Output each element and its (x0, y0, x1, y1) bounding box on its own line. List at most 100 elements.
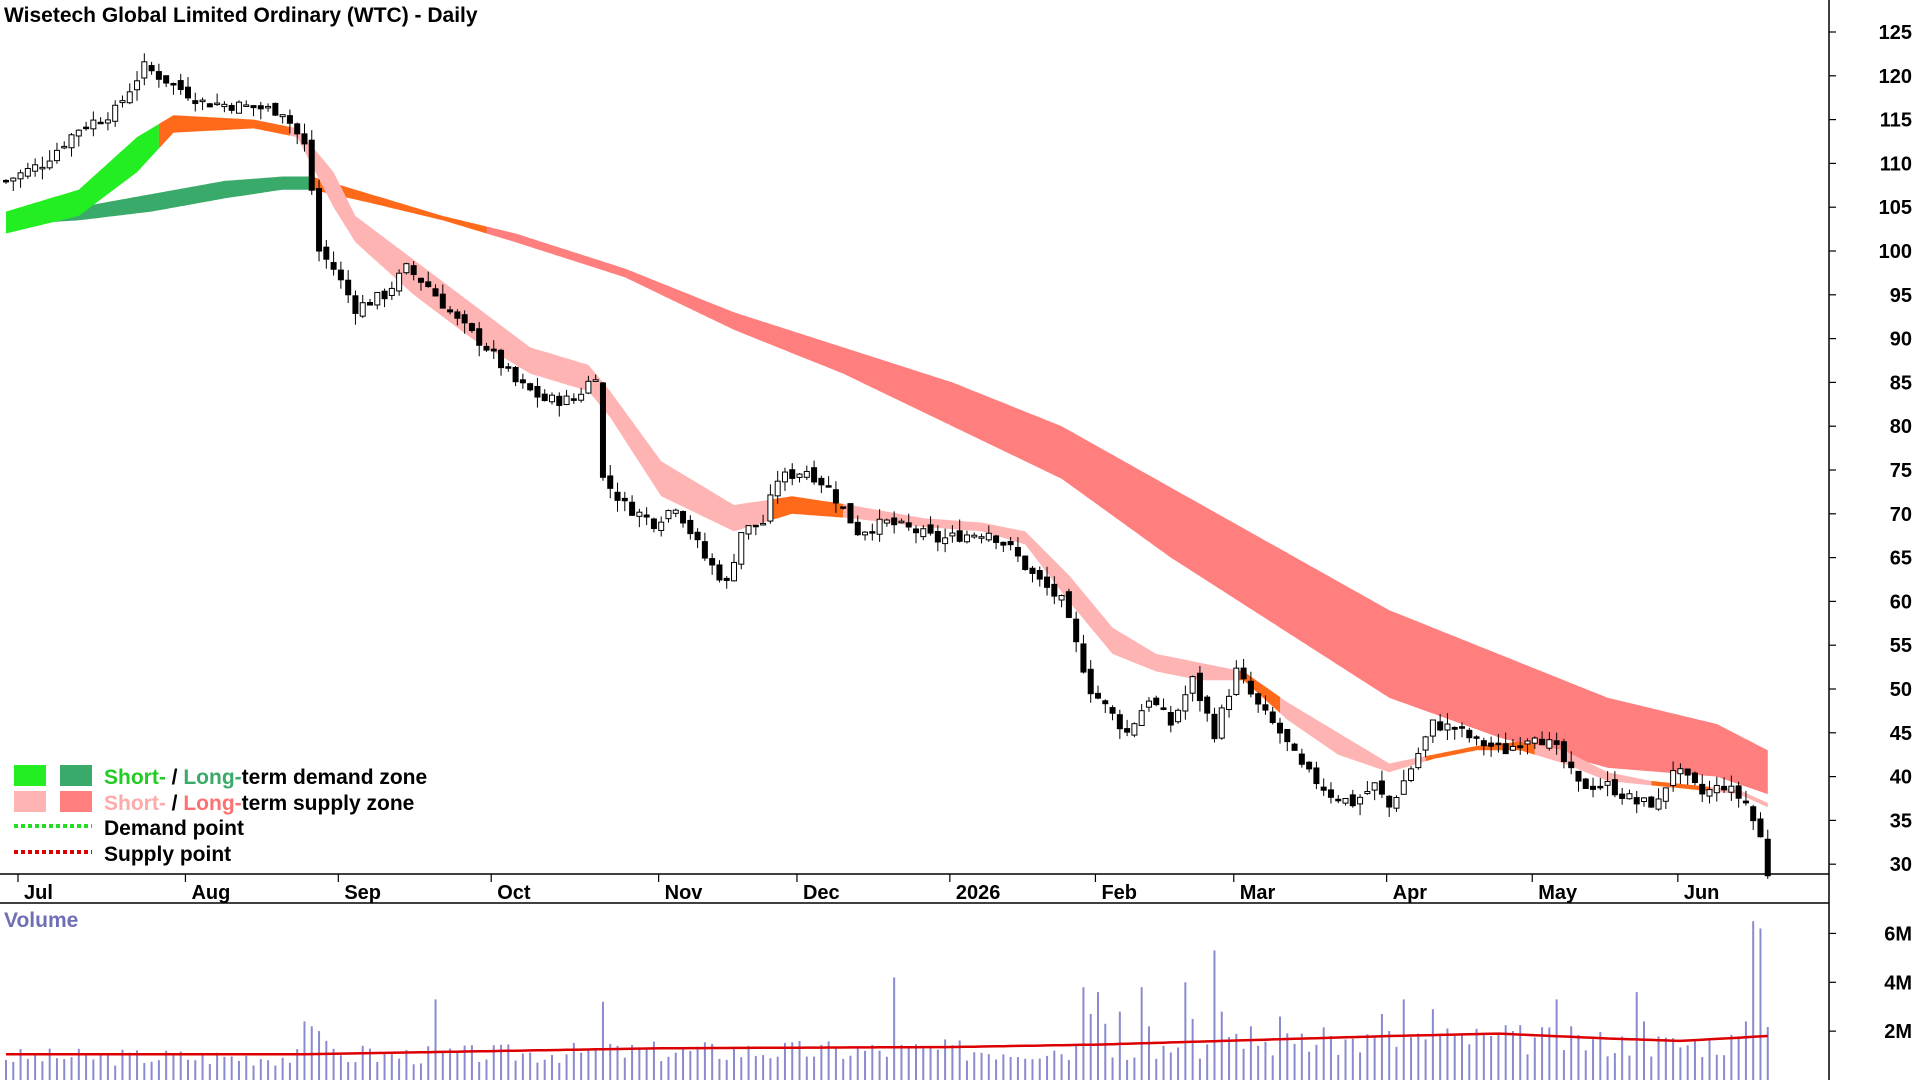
price-tick-label: 105 (1879, 197, 1912, 219)
candle-body (934, 531, 941, 543)
candle-body (905, 522, 912, 528)
volume-axis-ticks: 6M 4M 2M (1829, 923, 1912, 1043)
candle-body (1335, 798, 1342, 802)
candle-body (592, 379, 599, 382)
date-tick-label: Sep (344, 882, 381, 904)
candle-body (1684, 768, 1691, 776)
legend-long-label: Long- (183, 766, 241, 789)
candle-body (1131, 723, 1138, 736)
price-tick-label: 40 (1890, 767, 1912, 789)
candle-body (752, 524, 759, 528)
candle-body (1124, 728, 1131, 733)
candle-body (723, 577, 730, 581)
candle-body (650, 518, 657, 530)
short-term-band-segment (6, 124, 159, 234)
candle-body (461, 314, 468, 324)
candle-body (439, 293, 446, 309)
candle-body (126, 91, 133, 104)
candle-body (352, 295, 359, 314)
candle-body (1306, 761, 1313, 770)
legend-swatch-short-demand (14, 765, 46, 786)
legend: Short- / Long-term demand zone Short- / … (14, 765, 427, 866)
date-tick-label: Feb (1101, 882, 1137, 904)
price-tick-label: 95 (1890, 285, 1912, 307)
candle-body (942, 537, 949, 545)
candle-body (1670, 770, 1677, 786)
candle-body (709, 558, 716, 566)
candle-body (745, 525, 752, 535)
candle-body (781, 471, 788, 483)
candle-body (927, 524, 934, 534)
price-tick-label: 85 (1890, 372, 1912, 394)
candle-body (1116, 714, 1123, 730)
candle-body (1764, 838, 1771, 877)
candle-body (1531, 737, 1538, 744)
candle-body (1291, 743, 1298, 751)
candle-body (1371, 782, 1378, 791)
candle-body (228, 104, 235, 111)
volume-average (6, 1032, 1768, 1056)
candle-body (141, 61, 148, 79)
candle-body (1757, 818, 1764, 838)
candle-body (512, 366, 519, 383)
candle-body (345, 279, 352, 296)
candle-body (286, 115, 293, 124)
volume-tick-label: 2M (1884, 1021, 1912, 1043)
candle-body (1568, 761, 1575, 769)
candle-body (1706, 789, 1713, 797)
candle-body (1262, 704, 1269, 711)
candle-body (323, 246, 330, 260)
candle-body (694, 531, 701, 541)
candle-body (963, 534, 970, 543)
candle-body (1495, 742, 1502, 746)
candle-body (643, 514, 650, 518)
candle-body (134, 80, 141, 91)
candle-body (32, 164, 39, 172)
candle-body (1728, 785, 1735, 793)
candle-body (388, 287, 395, 296)
candle-body (490, 348, 497, 352)
candle-body (265, 105, 272, 109)
candle-body (417, 277, 424, 283)
candle-body (1655, 798, 1662, 810)
candle-body (1713, 784, 1720, 794)
candle-body (1080, 643, 1087, 673)
candle-body (1277, 722, 1283, 734)
candle-body (869, 531, 876, 534)
candle-body (1167, 712, 1174, 726)
candle-body (1175, 709, 1182, 723)
candle-body (359, 302, 366, 317)
candle-body (1415, 753, 1422, 769)
candle-body (83, 126, 90, 130)
candle-body (337, 269, 344, 281)
candle-body (1393, 797, 1400, 809)
volume-bars (5, 921, 1769, 1080)
candle-body (1284, 729, 1291, 743)
volume-tick-label: 4M (1884, 972, 1912, 994)
candle-body (53, 149, 60, 162)
candle-body (235, 101, 242, 114)
candle-body (563, 395, 570, 406)
candle-body (39, 166, 46, 170)
candle-body (199, 99, 206, 103)
candle-body (1444, 723, 1451, 731)
price-tick-label: 45 (1890, 723, 1912, 745)
date-tick-label: Apr (1393, 882, 1428, 904)
candle-body (432, 288, 439, 297)
legend-swatch-long-supply (60, 791, 92, 812)
date-tick-label: Oct (497, 882, 531, 904)
price-tick-label: 90 (1890, 329, 1912, 351)
price-tick-label: 70 (1890, 504, 1912, 526)
candle-body (1058, 595, 1065, 601)
candle-body (1073, 618, 1080, 643)
candle-body (498, 349, 505, 369)
candle-body (534, 385, 541, 398)
candle-body (818, 477, 825, 486)
candle-body (447, 309, 454, 313)
candle-body (898, 520, 905, 524)
candle-body (97, 121, 104, 125)
price-tick-label: 80 (1890, 416, 1912, 438)
candle-body (1007, 541, 1014, 546)
candle-body (170, 83, 177, 86)
